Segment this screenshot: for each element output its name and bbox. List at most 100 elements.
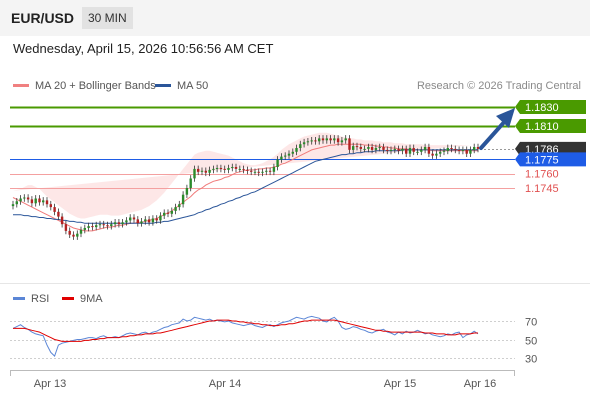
legend-ma20: MA 20 + Bollinger Bands — [13, 80, 156, 92]
candle — [38, 195, 41, 206]
interval-button[interactable]: 30 MIN — [82, 7, 133, 29]
forecast-arrow-head-icon — [496, 108, 515, 128]
candle — [159, 212, 162, 224]
candle-body — [155, 218, 158, 221]
candle-body — [450, 148, 453, 149]
candle-body — [136, 219, 139, 224]
candle-body — [166, 212, 170, 214]
candle-body — [129, 217, 132, 221]
candle — [461, 146, 465, 155]
candle — [257, 168, 260, 177]
ma9-swatch-icon — [62, 296, 74, 300]
candle — [132, 214, 136, 223]
rsi-swatch-icon — [13, 296, 25, 300]
candle-body — [280, 156, 283, 160]
candle — [280, 153, 283, 163]
price-tag-text: 1.1830 — [525, 102, 559, 114]
candle — [223, 165, 226, 174]
candle — [11, 200, 15, 210]
candle-body — [79, 229, 83, 234]
candle-body — [476, 147, 480, 149]
candle-body — [340, 140, 344, 143]
legend-ma50-label: MA 50 — [177, 80, 209, 92]
time-axis: Apr 13 Apr 14 Apr 15 Apr 16 — [10, 370, 515, 390]
candle-body — [336, 138, 340, 143]
candle — [250, 167, 253, 176]
candle-body — [246, 169, 249, 171]
candle — [98, 220, 102, 229]
price-tag-1.1830: 1.1830 — [515, 100, 586, 114]
candle-body — [378, 147, 381, 148]
candle-body — [64, 224, 68, 231]
candle-body — [318, 138, 321, 142]
candle — [227, 164, 230, 174]
candle — [208, 166, 211, 177]
candle-body — [42, 200, 45, 203]
candle-body — [106, 225, 109, 227]
candle — [352, 142, 355, 154]
candle — [457, 146, 461, 155]
candle-body — [234, 167, 238, 169]
candle — [336, 135, 340, 146]
candle — [268, 167, 272, 176]
candle — [189, 175, 192, 192]
candle — [446, 144, 449, 155]
candle — [106, 221, 109, 230]
candle-body — [405, 148, 408, 154]
candle-body — [416, 151, 419, 153]
candle — [117, 219, 121, 228]
candle-body — [299, 144, 302, 148]
candle — [234, 163, 238, 173]
candle — [314, 137, 317, 145]
candle — [140, 218, 143, 227]
candle — [348, 135, 351, 154]
candle — [355, 142, 359, 151]
candle — [185, 184, 189, 198]
candle — [200, 167, 204, 176]
candle-body — [310, 140, 313, 142]
candle-body — [302, 142, 306, 145]
candle — [397, 145, 400, 155]
candle-body — [325, 138, 328, 141]
candle — [147, 216, 151, 226]
rsi-series-rsi — [12, 315, 479, 358]
moving-averages-layer — [12, 143, 478, 232]
candle-body — [386, 149, 389, 151]
candle — [272, 163, 276, 176]
candle-body — [15, 201, 18, 205]
time-axis-label: Apr 15 — [384, 378, 416, 390]
candle — [416, 148, 419, 156]
price-tag-text: 1.1775 — [525, 154, 559, 166]
candle — [231, 163, 234, 172]
rsi-series-9ma — [13, 319, 478, 342]
candle-body — [140, 221, 143, 224]
candle-body — [435, 153, 438, 156]
candle-body — [359, 147, 362, 149]
candle — [170, 207, 173, 218]
candle — [42, 197, 45, 206]
candle-body — [250, 170, 253, 172]
candle-body — [238, 168, 241, 170]
time-axis-label: Apr 16 — [464, 378, 496, 390]
candle — [95, 221, 98, 231]
candle-body — [352, 146, 355, 150]
candle — [363, 145, 366, 153]
candle — [91, 222, 94, 231]
candle — [68, 227, 71, 238]
candle — [178, 200, 181, 211]
candle — [79, 226, 83, 238]
candle — [49, 200, 52, 211]
candle — [129, 214, 132, 224]
candle — [412, 144, 415, 156]
candle-body — [174, 207, 177, 211]
candle — [386, 146, 389, 155]
legend-9ma-label: 9MA — [80, 293, 103, 305]
candle-body — [393, 148, 396, 150]
candle-body — [87, 226, 90, 228]
candle — [246, 166, 249, 175]
candle — [318, 135, 321, 145]
candle — [287, 150, 291, 159]
candle-body — [49, 204, 52, 208]
candle-body — [367, 147, 370, 149]
